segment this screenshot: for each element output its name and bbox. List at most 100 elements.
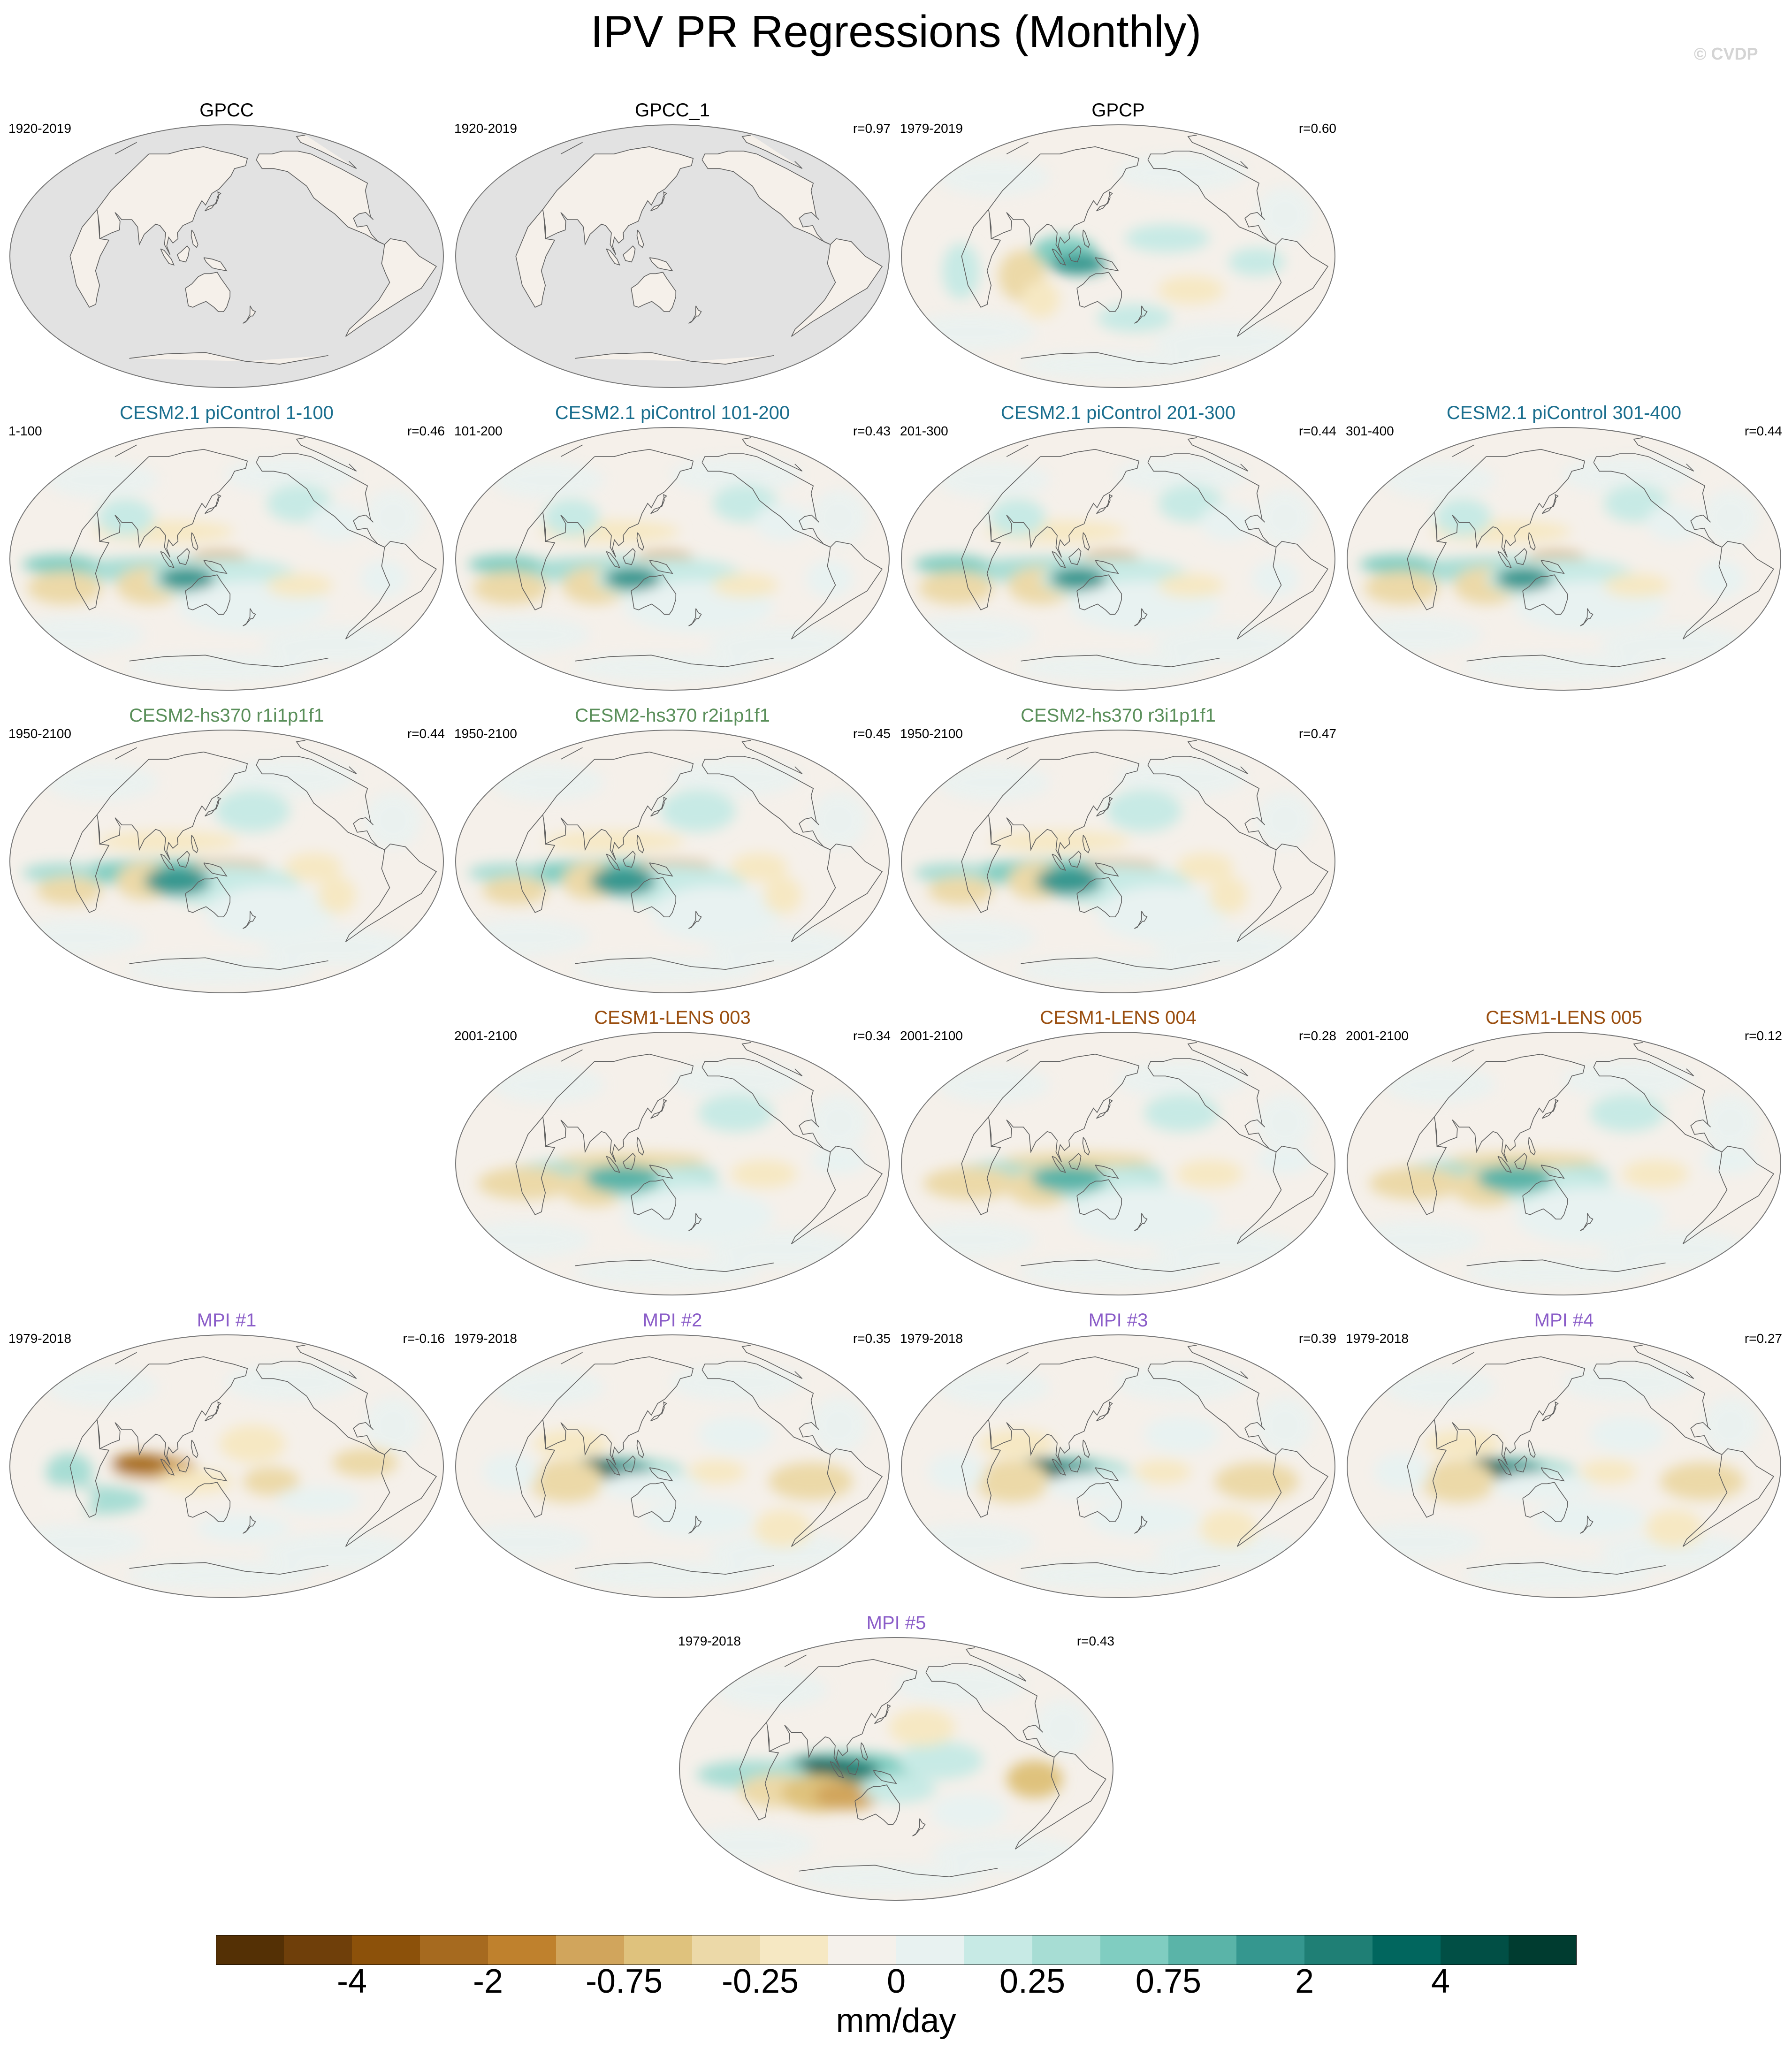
anomaly-region xyxy=(1050,567,1106,590)
anomaly-region xyxy=(899,1742,983,1779)
map-panel: CESM2-hs370 r1i1p1f1 1950-2100 r=0.44 xyxy=(8,704,445,995)
anomaly-region xyxy=(206,886,337,942)
anomaly-region xyxy=(989,499,1045,536)
anomaly-region xyxy=(1580,1460,1637,1484)
anomaly-region xyxy=(919,571,994,604)
map-panel: CESM1-LENS 003 2001-2100 r=0.34 xyxy=(454,1006,891,1297)
anomaly-region xyxy=(285,853,342,881)
map-panel: CESM2.1 piControl 1-100 1-100 r=0.46 xyxy=(8,401,445,692)
panel-correlation: r=0.34 xyxy=(853,1028,891,1043)
anomaly-region xyxy=(37,1486,93,1514)
anomaly-region xyxy=(1097,304,1172,332)
anomaly-region xyxy=(1421,1460,1496,1502)
panel-correlation: r=0.28 xyxy=(1298,1028,1336,1043)
anomaly-region xyxy=(689,1460,745,1484)
anomaly-region xyxy=(557,1152,708,1167)
panel-years: 2001-2100 xyxy=(1346,1028,1409,1043)
anomaly-region xyxy=(159,567,215,590)
map xyxy=(455,730,890,993)
anomaly-region xyxy=(159,1470,234,1493)
colorbar-swatch xyxy=(1168,1935,1237,1965)
anomaly-region xyxy=(318,876,356,914)
map xyxy=(1347,427,1781,691)
panel-title: MPI #5 xyxy=(866,1613,926,1633)
map xyxy=(455,427,890,691)
panel-years: 1979-2018 xyxy=(678,1634,741,1648)
panel-years: 1979-2018 xyxy=(454,1331,517,1346)
panel-title: GPCC_1 xyxy=(634,100,710,121)
anomaly-region xyxy=(478,1167,572,1200)
panel-years: 201-300 xyxy=(900,424,948,438)
anomaly-region xyxy=(923,1167,1017,1200)
anomaly-region xyxy=(309,503,365,541)
anomaly-region xyxy=(1158,574,1224,597)
anomaly-region xyxy=(1106,790,1182,832)
panel-years: 1979-2018 xyxy=(900,1331,963,1346)
colorbar-tick-label: -4 xyxy=(336,1963,367,2000)
anomaly-region xyxy=(1144,1416,1219,1453)
anomaly-region xyxy=(1200,503,1257,541)
colorbar-swatch xyxy=(1100,1935,1169,1965)
anomaly-region xyxy=(482,1453,539,1491)
anomaly-region xyxy=(1069,1188,1219,1244)
anomaly-region xyxy=(651,886,783,942)
panel-title: CESM2-hs370 r3i1p1f1 xyxy=(1021,705,1216,726)
panel-title: CESM2.1 piControl 201-300 xyxy=(1000,403,1236,423)
panel-correlation: r=0.12 xyxy=(1744,1028,1782,1043)
colorbar-swatch xyxy=(896,1935,965,1965)
panel-years: 1950-2100 xyxy=(900,726,963,741)
colorbar-swatch xyxy=(284,1935,352,1965)
anomaly-region xyxy=(1374,1453,1430,1491)
map-panel: CESM2.1 piControl 301-400 301-400 r=0.44 xyxy=(1346,401,1782,692)
panel-years: 1-100 xyxy=(8,424,42,438)
panel-years: 1950-2100 xyxy=(8,726,71,741)
colorbar-swatch xyxy=(1236,1935,1305,1965)
panel-title: GPCC xyxy=(199,100,254,121)
anomaly-region xyxy=(928,876,994,905)
anomaly-region xyxy=(1177,853,1233,881)
anomaly-region xyxy=(1369,1167,1463,1200)
anomaly-region xyxy=(276,1486,360,1514)
anomaly-region xyxy=(215,790,290,832)
anomaly-region xyxy=(755,1509,811,1547)
panel-correlation: r=-0.16 xyxy=(403,1331,445,1346)
panel-years: 301-400 xyxy=(1346,424,1394,438)
anomaly-region xyxy=(468,555,543,574)
panel-title: CESM2-hs370 r1i1p1f1 xyxy=(129,705,324,726)
map-panel: CESM1-LENS 005 2001-2100 r=0.12 xyxy=(1346,1006,1782,1297)
anomaly-region xyxy=(931,1793,1007,1831)
anomaly-region xyxy=(1590,1094,1665,1132)
anomaly-region xyxy=(1515,1188,1665,1244)
anomaly-region xyxy=(243,1467,299,1495)
map-panel: CESM2-hs370 r2i1p1f1 1950-2100 r=0.45 xyxy=(454,704,891,995)
colorbar-units: mm/day xyxy=(836,2002,956,2040)
anomaly-region xyxy=(755,503,811,541)
anomaly-region xyxy=(98,499,154,536)
anomaly-region xyxy=(543,499,600,536)
colorbar-swatch xyxy=(216,1935,284,1965)
panel-years: 1950-2100 xyxy=(454,726,517,741)
panel-years: 1979-2019 xyxy=(900,121,963,136)
map xyxy=(901,427,1335,691)
panel-correlation: r=0.60 xyxy=(1298,121,1336,136)
panel-correlation: r=0.97 xyxy=(853,121,891,136)
anomaly-region xyxy=(586,1165,661,1193)
panel-title: MPI #4 xyxy=(1534,1310,1594,1331)
map xyxy=(9,730,444,993)
panel-correlation: r=0.35 xyxy=(853,1331,891,1346)
anomaly-region xyxy=(529,1460,604,1502)
anomaly-region xyxy=(1491,1472,1594,1500)
panel-correlation: r=0.47 xyxy=(1298,726,1336,741)
anomaly-region xyxy=(1135,1460,1191,1484)
anomaly-region xyxy=(1177,1160,1243,1188)
anomaly-region xyxy=(1365,571,1440,604)
map-panel: MPI #1 1979-2018 r=-0.16 xyxy=(8,1309,445,1599)
page-title: IPV PR Regressions (Monthly) xyxy=(590,7,1202,57)
map-panel: CESM2.1 piControl 201-300 201-300 r=0.44 xyxy=(900,401,1336,692)
colorbar-tick-label: 0.25 xyxy=(999,1963,1066,2000)
anomaly-region xyxy=(1698,560,1745,597)
anomaly-region xyxy=(145,867,210,895)
map xyxy=(9,124,444,388)
anomaly-region xyxy=(1007,1760,1063,1798)
anomaly-region xyxy=(267,574,332,597)
